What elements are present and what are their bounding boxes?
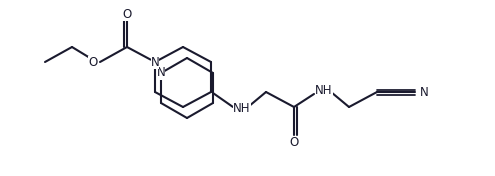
Text: O: O — [122, 8, 132, 20]
Text: N: N — [156, 67, 165, 80]
Text: N: N — [150, 55, 159, 68]
Text: N: N — [420, 86, 428, 99]
Text: NH: NH — [315, 83, 333, 96]
Text: O: O — [290, 137, 298, 149]
Text: O: O — [89, 55, 98, 68]
Text: NH: NH — [233, 102, 251, 115]
